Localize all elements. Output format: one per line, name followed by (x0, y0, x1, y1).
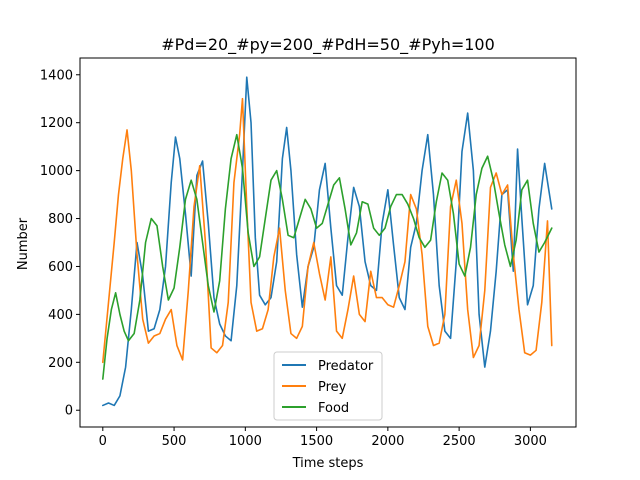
x-tick-label: 1500 (300, 434, 333, 449)
x-tick-label: 2000 (371, 434, 404, 449)
series-line-prey (102, 97, 553, 364)
x-tick-label: 500 (162, 434, 187, 449)
x-tick-label: 0 (99, 434, 107, 449)
series-line-food (102, 133, 553, 380)
y-tick-label: 800 (48, 212, 73, 227)
legend-label-prey: Prey (318, 380, 347, 395)
y-tick-label: 400 (48, 308, 73, 323)
x-axis-label: Time steps (292, 456, 364, 471)
y-axis-label: Number (16, 217, 31, 270)
y-tick-label: 600 (48, 260, 73, 275)
legend-label-predator: Predator (318, 359, 374, 374)
series-layer (102, 76, 553, 407)
chart-title: #Pd=20_#py=200_#PdH=50_#Pyh=100 (161, 35, 495, 55)
series-line-predator (102, 76, 553, 407)
ticks-layer: 0 500 1000 1500 2000 2500 3000 0 200 400 600 800 100… (40, 68, 547, 449)
legend-frame (273, 351, 383, 421)
legend: Predator Prey Food (273, 351, 383, 421)
y-tick-label: 1000 (40, 164, 73, 179)
y-tick-label: 1400 (40, 68, 73, 83)
y-tick-label: 200 (48, 356, 73, 371)
y-tick-label: 0 (65, 404, 73, 419)
axes-layer (79, 57, 577, 428)
legend-label-food: Food (318, 401, 349, 416)
x-tick-label: 3000 (514, 434, 547, 449)
y-tick-label: 1200 (40, 116, 73, 131)
axes-frame (79, 57, 577, 428)
x-tick-label: 2500 (443, 434, 476, 449)
x-tick-label: 1000 (229, 434, 262, 449)
